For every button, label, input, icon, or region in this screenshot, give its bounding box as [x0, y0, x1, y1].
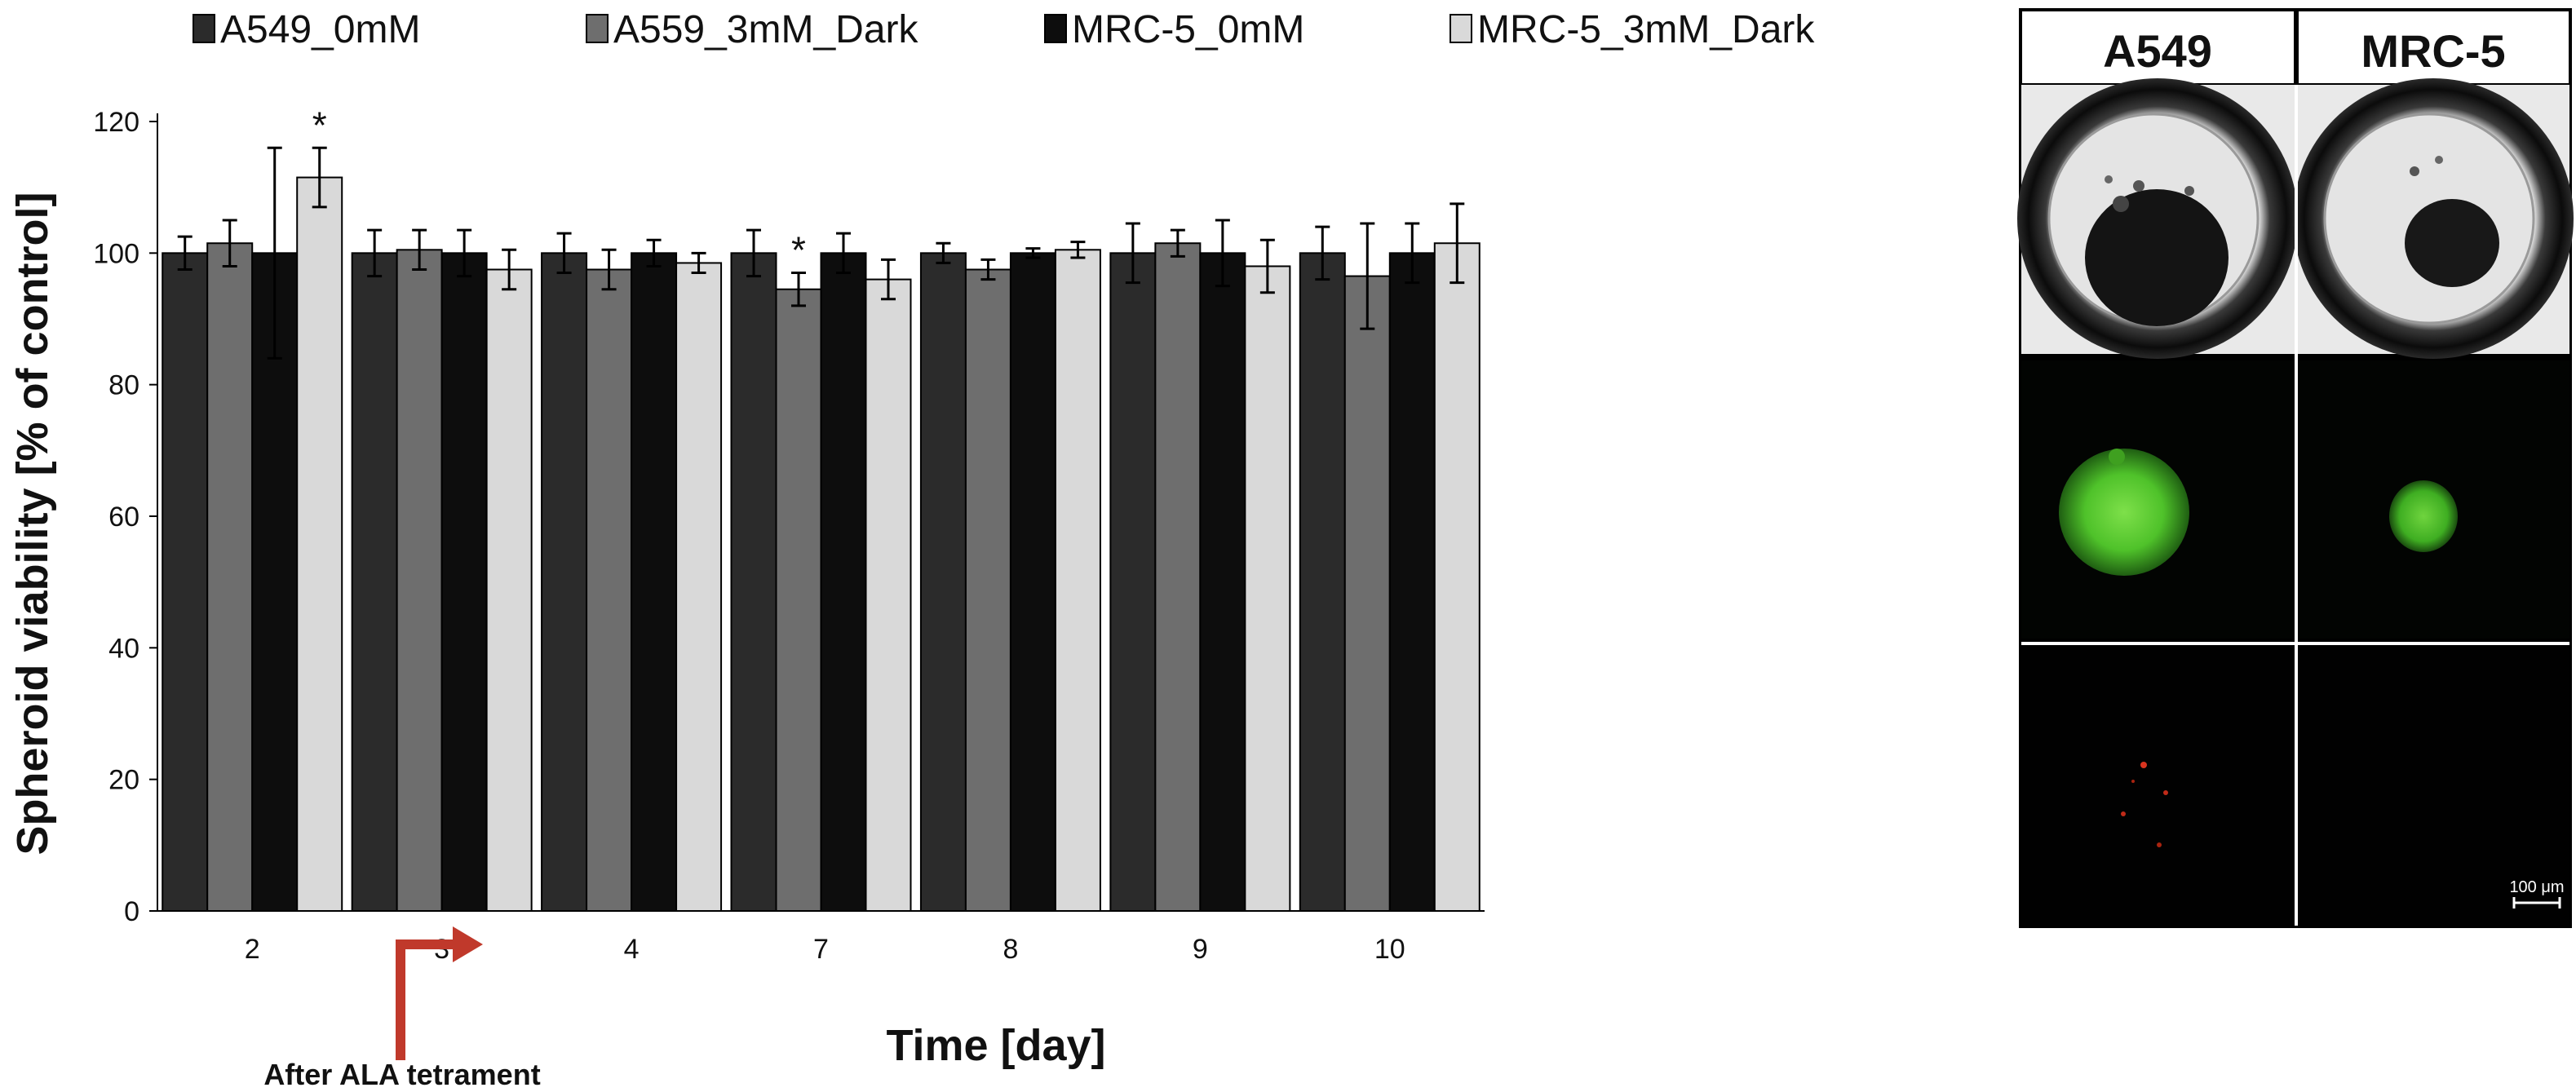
live-stain-image-a549 — [2021, 360, 2295, 639]
y-axis-title: Spheroid viability [% of control] — [8, 192, 57, 855]
y-tick-label: 40 — [108, 633, 139, 664]
annotation-arrowhead — [453, 926, 483, 962]
bar — [919, 252, 967, 913]
legend-swatch — [1044, 14, 1067, 43]
treatment-annotation: After ALA tetrament — [263, 926, 541, 1091]
dead-stain-image-mrc5 — [2298, 646, 2569, 926]
bar — [396, 249, 443, 912]
bar — [296, 176, 343, 913]
x-tick-label: 2 — [245, 934, 260, 965]
x-axis-title: Time [day] — [886, 1021, 1105, 1070]
legend-label: A549_0mM — [220, 8, 420, 51]
bar — [1433, 242, 1481, 912]
scale-bar-label: 100 μm — [2509, 878, 2564, 896]
column-header-a549 — [2021, 10, 2295, 85]
bar — [1154, 242, 1202, 912]
dead-stain-image-a549 — [2021, 646, 2295, 926]
bar — [865, 278, 912, 913]
legend: A549_0mM A559_3mM_Dark MRC-5_0mM MRC-5_3… — [193, 8, 1815, 51]
bar — [1299, 252, 1346, 913]
bar — [485, 268, 533, 912]
column-title: MRC-5 — [2361, 25, 2505, 77]
x-tick-label: 4 — [624, 934, 640, 965]
bar — [440, 252, 488, 913]
bar — [162, 252, 209, 913]
bar — [1109, 252, 1157, 913]
bar — [675, 262, 723, 912]
legend-label: MRC-5_0mM — [1072, 8, 1304, 51]
y-tick-label: 80 — [108, 370, 139, 401]
significance-mark: * — [791, 229, 806, 272]
column-header-mrc5 — [2297, 10, 2570, 85]
bar — [1244, 265, 1291, 912]
bar — [775, 288, 822, 912]
legend-swatch — [193, 14, 215, 43]
bar — [206, 242, 254, 912]
bar — [631, 252, 678, 913]
legend-item: A559_3mM_Dark — [586, 8, 919, 51]
bar — [541, 252, 588, 913]
legend-label: A559_3mM_Dark — [613, 8, 919, 51]
bar — [1054, 249, 1101, 912]
legend-swatch — [1450, 14, 1472, 43]
image-panel: A549 MRC-5 — [2017, 8, 2574, 928]
legend-item: A549_0mM — [193, 8, 420, 51]
y-tick-label: 100 — [93, 238, 139, 269]
bar — [586, 268, 633, 912]
bar — [1009, 252, 1056, 913]
legend-label: MRC-5_3mM_Dark — [1477, 8, 1815, 51]
annotation-arrow — [396, 939, 461, 1060]
panel-divider — [2295, 85, 2298, 926]
bar — [1343, 275, 1391, 913]
y-tick-label: 120 — [93, 107, 139, 138]
legend-item: MRC-5_3mM_Dark — [1450, 8, 1815, 51]
y-tick-label: 20 — [108, 765, 139, 796]
legend-item: MRC-5_0mM — [1044, 8, 1304, 51]
bar — [1388, 252, 1436, 913]
brightfield-image-a549 — [2017, 78, 2298, 359]
y-tick-label: 60 — [108, 502, 139, 533]
bar — [964, 268, 1011, 912]
y-tick-label: 0 — [124, 896, 139, 927]
legend-swatch — [586, 14, 609, 43]
scale-bar: 100 μm — [2509, 878, 2565, 909]
x-tick-label: 7 — [813, 934, 829, 965]
bar — [1199, 252, 1246, 913]
brightfield-image-mrc5 — [2293, 78, 2574, 359]
x-tick-label: 9 — [1193, 934, 1208, 965]
live-stain-image-mrc5 — [2298, 360, 2569, 639]
panel-divider — [2021, 642, 2569, 645]
column-title: A549 — [2103, 25, 2212, 77]
x-tick-label: 8 — [1003, 934, 1018, 965]
bar — [730, 252, 777, 913]
bar — [820, 252, 867, 913]
bar — [251, 252, 299, 913]
significance-mark: * — [312, 104, 327, 146]
bar — [351, 252, 398, 913]
x-tick-label: 10 — [1374, 934, 1405, 965]
annotation-label: After ALA tetrament — [263, 1058, 540, 1091]
